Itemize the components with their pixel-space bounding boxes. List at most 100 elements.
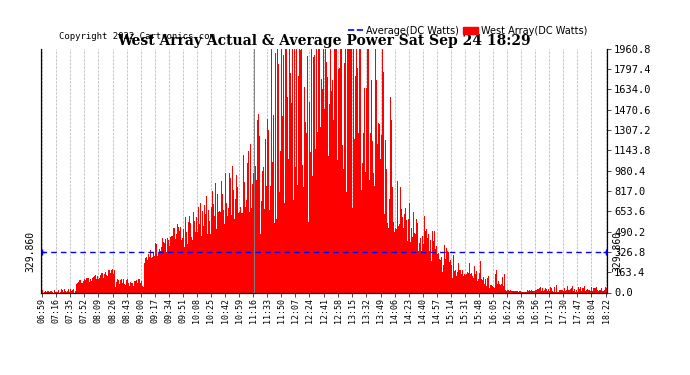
Bar — [242, 213, 243, 292]
Bar — [271, 49, 272, 292]
Bar — [437, 254, 438, 292]
Bar — [280, 150, 281, 292]
Bar — [500, 285, 501, 292]
Bar — [175, 239, 176, 292]
Bar — [299, 49, 300, 292]
Bar — [115, 287, 116, 292]
Bar — [117, 279, 118, 292]
Bar — [407, 241, 408, 292]
Bar — [206, 196, 207, 292]
Bar — [155, 243, 156, 292]
Bar — [295, 167, 296, 292]
Bar — [131, 283, 132, 292]
Bar — [266, 186, 267, 292]
Bar — [431, 261, 432, 292]
Bar — [119, 282, 120, 292]
Bar — [246, 200, 247, 292]
Bar — [439, 259, 440, 292]
Bar — [395, 228, 396, 292]
Bar — [64, 289, 65, 292]
Bar — [151, 258, 152, 292]
Bar — [48, 291, 49, 292]
Bar — [600, 290, 601, 292]
Bar — [68, 290, 69, 292]
Bar — [586, 290, 587, 292]
Bar — [192, 215, 193, 292]
Bar — [170, 237, 171, 292]
Bar — [200, 203, 201, 292]
Bar — [587, 289, 588, 292]
Bar — [444, 268, 446, 292]
Bar — [457, 273, 458, 292]
Bar — [531, 287, 533, 292]
Bar — [65, 291, 66, 292]
Bar — [209, 220, 210, 292]
Bar — [462, 270, 463, 292]
Bar — [485, 279, 486, 292]
Bar — [537, 290, 538, 292]
Bar — [90, 279, 92, 292]
Bar — [130, 282, 131, 292]
Bar — [588, 291, 589, 292]
Bar — [228, 208, 229, 292]
Bar — [364, 88, 365, 292]
Bar — [250, 144, 251, 292]
Bar — [296, 49, 297, 292]
Bar — [375, 49, 376, 292]
Bar — [281, 49, 282, 292]
Bar — [226, 203, 227, 292]
Bar — [379, 123, 380, 292]
Bar — [495, 274, 496, 292]
Bar — [330, 49, 331, 292]
Bar — [222, 194, 223, 292]
Bar — [247, 163, 248, 292]
Bar — [204, 205, 205, 292]
Bar — [490, 285, 491, 292]
Bar — [152, 254, 153, 292]
Bar — [344, 72, 346, 292]
Bar — [517, 291, 518, 292]
Bar — [257, 114, 259, 292]
Bar — [578, 287, 579, 292]
Bar — [214, 216, 215, 292]
Bar — [584, 286, 585, 292]
Bar — [376, 80, 377, 292]
Bar — [361, 190, 362, 292]
Bar — [57, 290, 59, 292]
Bar — [269, 210, 270, 292]
Bar — [326, 62, 327, 292]
Bar — [384, 214, 385, 292]
Bar — [583, 288, 584, 292]
Bar — [227, 216, 228, 292]
Bar — [510, 291, 511, 292]
Bar — [274, 223, 275, 292]
Bar — [420, 238, 421, 292]
Bar — [205, 214, 206, 292]
Bar — [508, 290, 509, 292]
Bar — [568, 290, 569, 292]
Bar — [589, 290, 590, 292]
Bar — [579, 291, 580, 292]
Bar — [606, 288, 607, 292]
Bar — [144, 263, 145, 292]
Bar — [270, 186, 271, 292]
Bar — [309, 102, 310, 292]
Bar — [403, 228, 404, 292]
Bar — [564, 286, 565, 292]
Bar — [546, 289, 547, 292]
Bar — [185, 217, 186, 292]
Bar — [339, 49, 340, 292]
Bar — [294, 49, 295, 292]
Bar — [201, 236, 202, 292]
Bar — [110, 273, 111, 292]
Bar — [465, 274, 466, 292]
Bar — [234, 219, 235, 292]
Bar — [324, 109, 325, 292]
Bar — [371, 80, 372, 292]
Bar — [141, 280, 142, 292]
Bar — [377, 83, 379, 292]
Bar — [427, 238, 428, 292]
Bar — [325, 49, 326, 292]
Bar — [318, 49, 319, 292]
Bar — [332, 80, 333, 292]
